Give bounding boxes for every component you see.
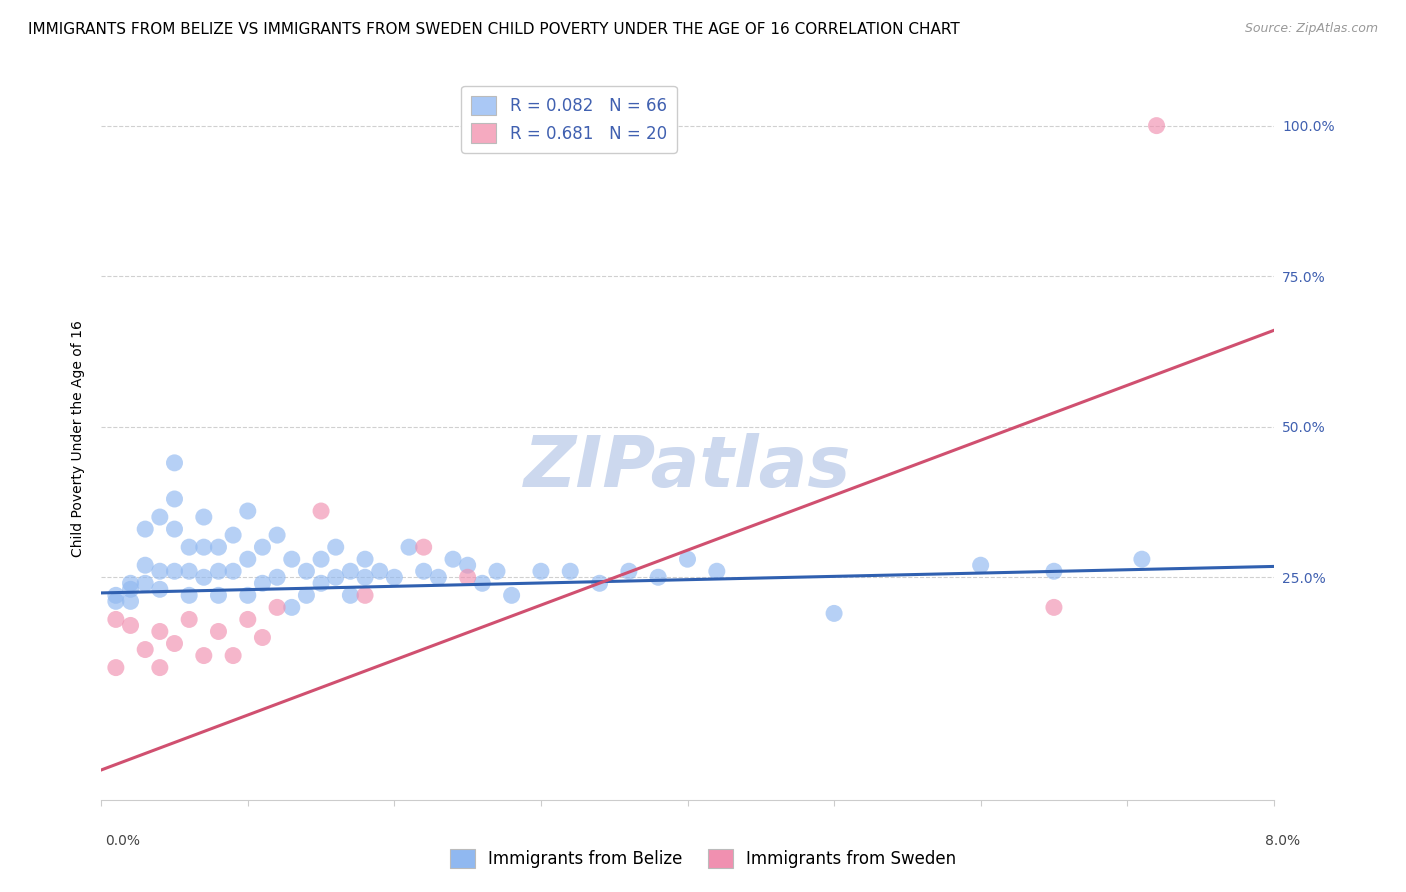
Point [354, 552, 377, 566]
Point [457, 570, 479, 584]
Point [339, 588, 361, 602]
Point [104, 588, 127, 602]
Point [222, 564, 245, 578]
Point [207, 540, 229, 554]
Text: ZIPatlas: ZIPatlas [524, 434, 851, 502]
Point [222, 648, 245, 663]
Point [104, 660, 127, 674]
Point [617, 564, 640, 578]
Point [382, 570, 405, 584]
Point [412, 564, 434, 578]
Point [163, 522, 186, 536]
Point [309, 576, 332, 591]
Point [149, 624, 172, 639]
Point [266, 570, 288, 584]
Point [325, 540, 347, 554]
Point [149, 660, 172, 674]
Point [252, 576, 274, 591]
Point [179, 612, 201, 626]
Point [179, 540, 201, 554]
Text: 0.0%: 0.0% [105, 834, 141, 848]
Point [120, 594, 142, 608]
Point [281, 600, 304, 615]
Point [1043, 600, 1066, 615]
Point [134, 642, 156, 657]
Point [193, 510, 215, 524]
Point [309, 552, 332, 566]
Y-axis label: Child Poverty Under the Age of 16: Child Poverty Under the Age of 16 [72, 320, 86, 558]
Point [1130, 552, 1153, 566]
Point [252, 631, 274, 645]
Point [530, 564, 553, 578]
Point [207, 564, 229, 578]
Point [485, 564, 508, 578]
Legend: R = 0.082   N = 66, R = 0.681   N = 20: R = 0.082 N = 66, R = 0.681 N = 20 [461, 86, 676, 153]
Point [120, 582, 142, 597]
Point [149, 564, 172, 578]
Point [193, 540, 215, 554]
Point [1146, 119, 1168, 133]
Point [163, 491, 186, 506]
Point [236, 552, 259, 566]
Point [207, 588, 229, 602]
Point [120, 576, 142, 591]
Point [588, 576, 610, 591]
Point [471, 576, 494, 591]
Point [104, 612, 127, 626]
Point [266, 600, 288, 615]
Point [179, 564, 201, 578]
Point [222, 528, 245, 542]
Point [1043, 564, 1066, 578]
Point [706, 564, 728, 578]
Point [676, 552, 699, 566]
Point [309, 504, 332, 518]
Point [398, 540, 420, 554]
Point [163, 456, 186, 470]
Point [441, 552, 464, 566]
Point [412, 540, 434, 554]
Point [104, 594, 127, 608]
Text: Source: ZipAtlas.com: Source: ZipAtlas.com [1244, 22, 1378, 36]
Point [134, 522, 156, 536]
Point [134, 576, 156, 591]
Point [354, 588, 377, 602]
Point [823, 607, 845, 621]
Point [134, 558, 156, 573]
Point [295, 588, 318, 602]
Point [163, 636, 186, 650]
Text: IMMIGRANTS FROM BELIZE VS IMMIGRANTS FROM SWEDEN CHILD POVERTY UNDER THE AGE OF : IMMIGRANTS FROM BELIZE VS IMMIGRANTS FRO… [28, 22, 960, 37]
Point [149, 510, 172, 524]
Text: 8.0%: 8.0% [1265, 834, 1301, 848]
Point [207, 624, 229, 639]
Point [236, 588, 259, 602]
Point [427, 570, 450, 584]
Point [266, 528, 288, 542]
Point [295, 564, 318, 578]
Point [501, 588, 523, 602]
Point [120, 618, 142, 632]
Point [354, 570, 377, 584]
Point [969, 558, 991, 573]
Point [236, 612, 259, 626]
Legend: Immigrants from Belize, Immigrants from Sweden: Immigrants from Belize, Immigrants from … [443, 842, 963, 875]
Point [457, 558, 479, 573]
Point [560, 564, 582, 578]
Point [368, 564, 391, 578]
Point [252, 540, 274, 554]
Point [647, 570, 669, 584]
Point [163, 564, 186, 578]
Point [149, 582, 172, 597]
Point [339, 564, 361, 578]
Point [179, 588, 201, 602]
Point [193, 570, 215, 584]
Point [236, 504, 259, 518]
Point [193, 648, 215, 663]
Point [281, 552, 304, 566]
Point [325, 570, 347, 584]
